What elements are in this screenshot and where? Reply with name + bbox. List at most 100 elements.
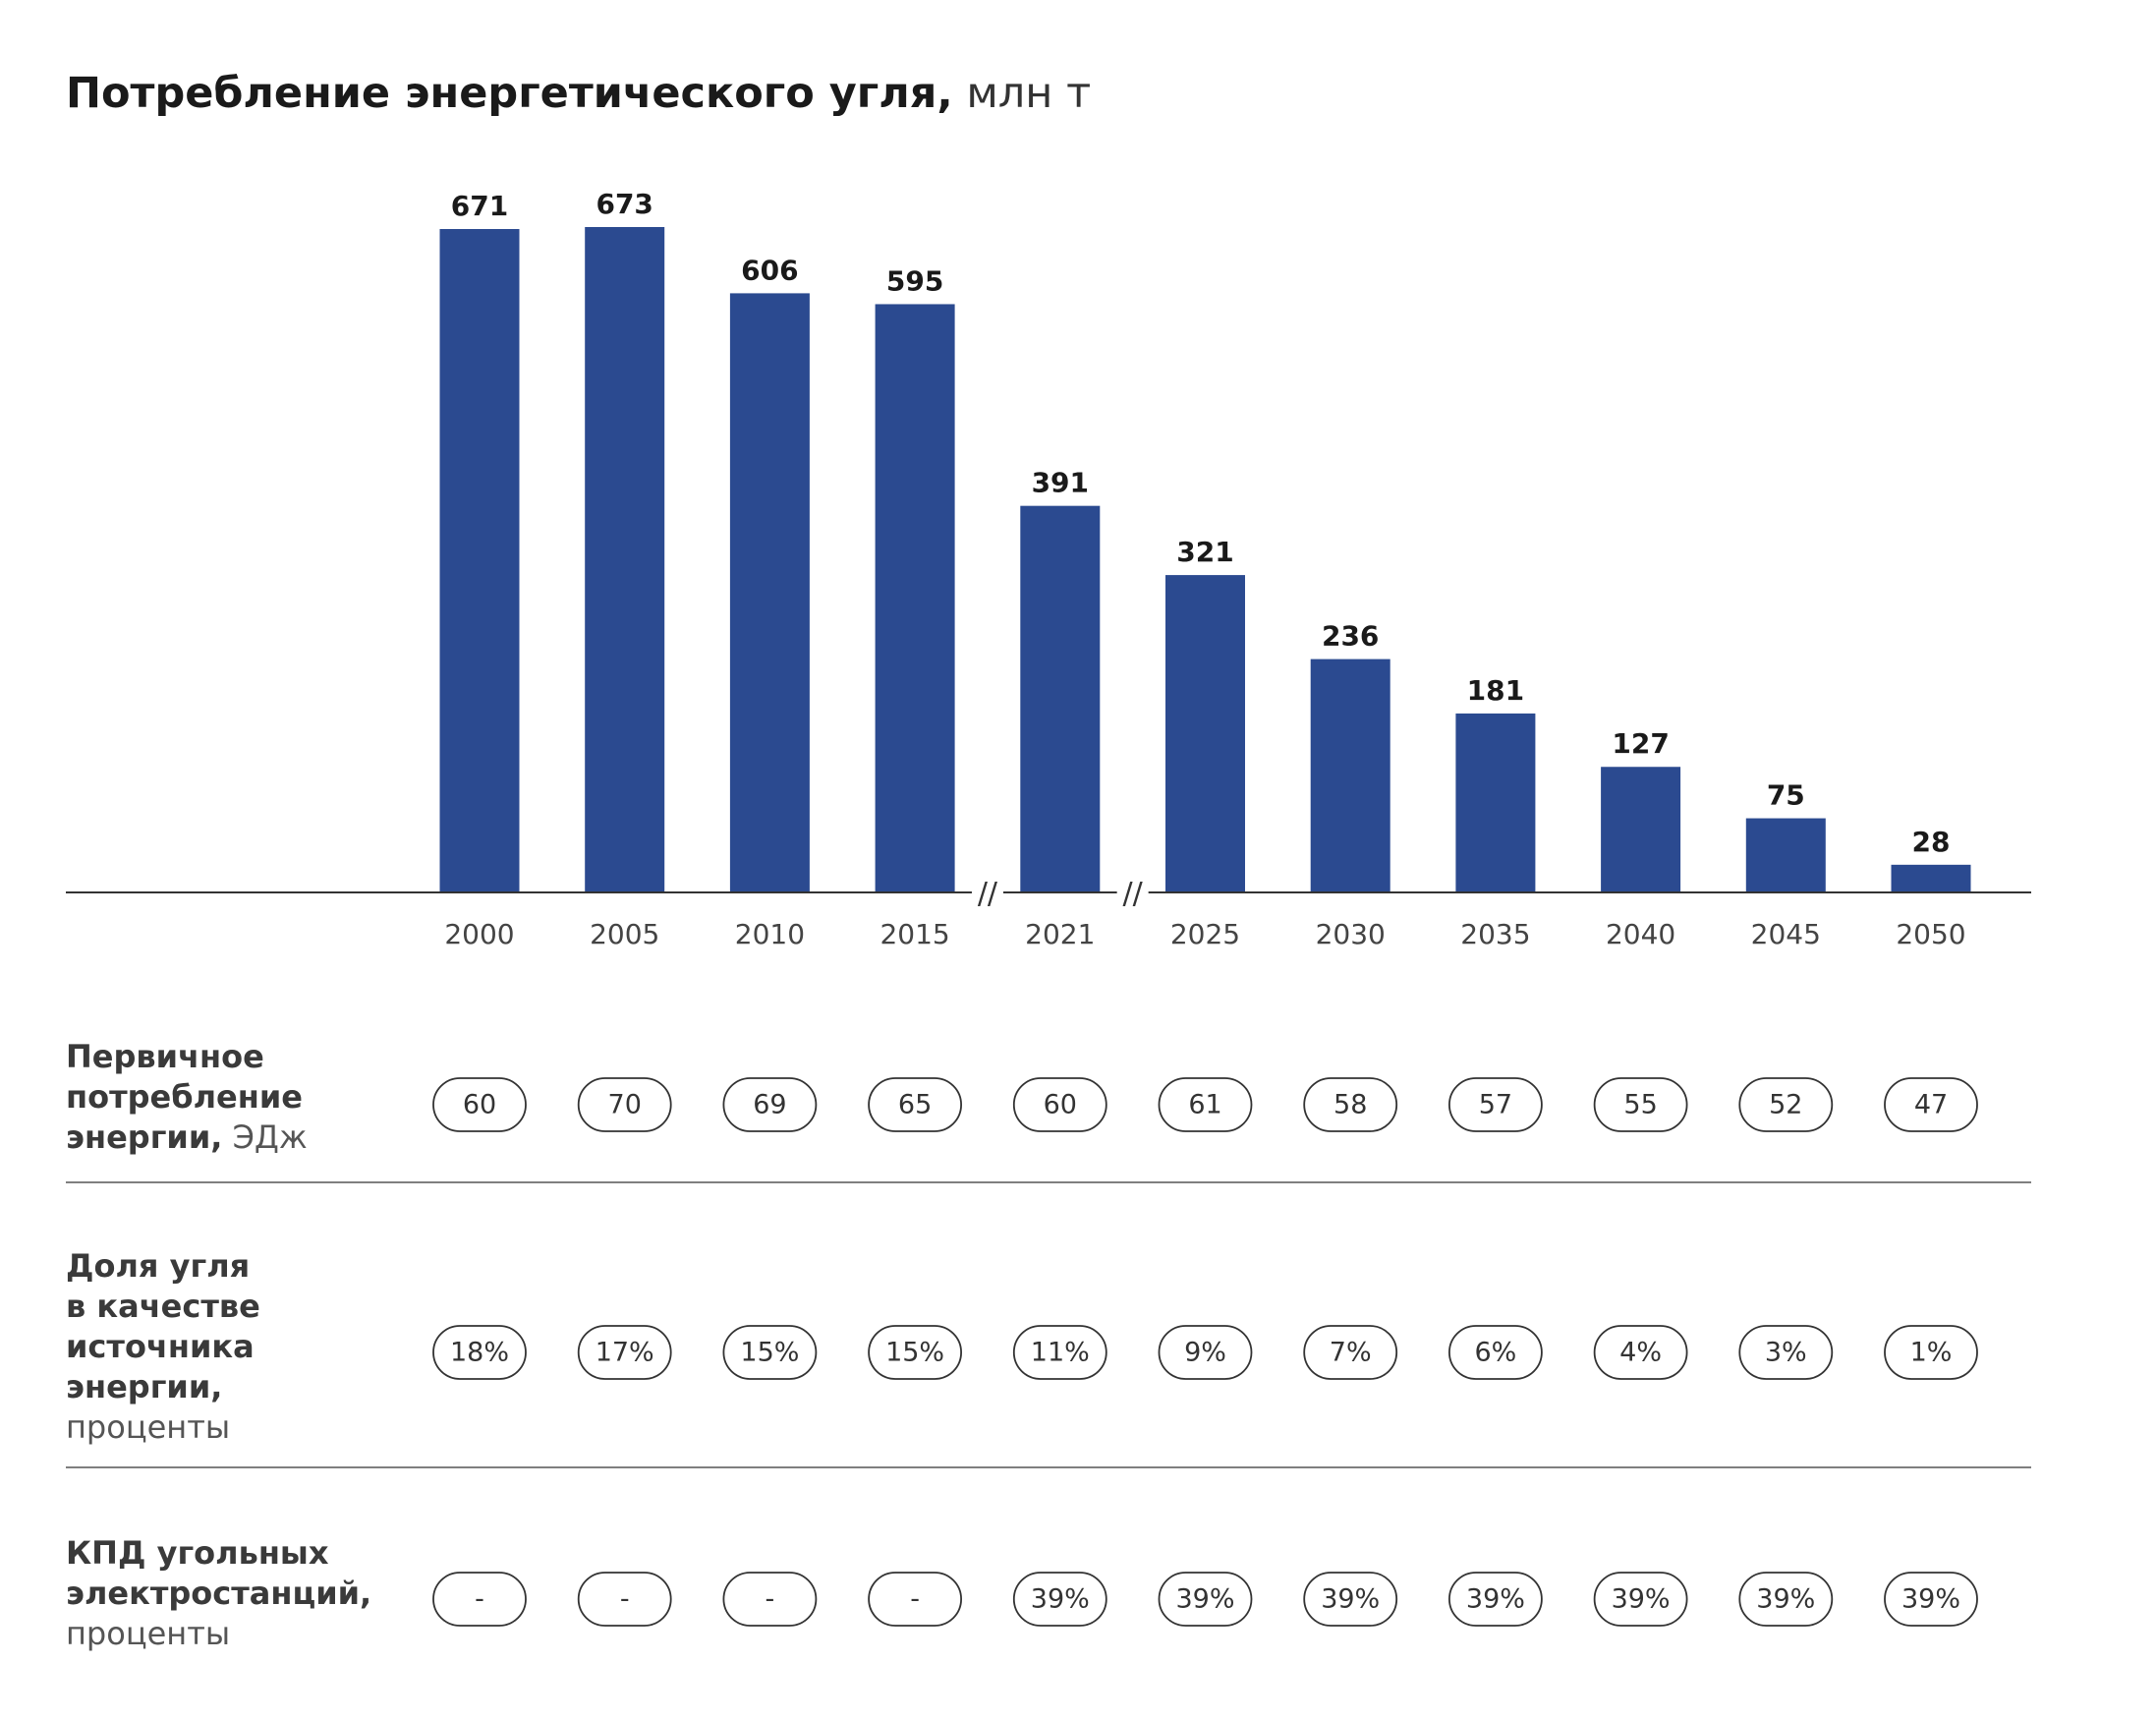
row-3-value-2035: 39% — [1466, 1584, 1525, 1615]
value-label-2035: 181 — [1467, 674, 1524, 707]
row-2-value-2021: 11% — [1031, 1338, 1090, 1368]
row-1-pill-2025 — [1158, 1077, 1253, 1132]
row-3-pill-2005 — [577, 1572, 672, 1627]
row-1-pill-2015 — [868, 1077, 962, 1132]
row-3-pill-2050 — [1884, 1572, 1978, 1627]
row-2-pill-2045 — [1738, 1325, 1834, 1380]
row-3-pill-2025 — [1158, 1572, 1253, 1627]
chart-title-main: Потребление энергетического угля, — [66, 69, 953, 118]
bar-2000 — [439, 229, 520, 892]
bar-2010 — [729, 293, 810, 893]
row-2-pill-2040 — [1593, 1325, 1688, 1380]
row-3-pill-2040 — [1593, 1572, 1688, 1627]
row-2-label-bold-2: в качестве — [66, 1288, 260, 1325]
row-1-value-2025: 61 — [1188, 1090, 1221, 1120]
x-tick-2015: 2015 — [879, 918, 949, 950]
row-2-value-2035: 6% — [1474, 1338, 1516, 1368]
axis-break-gap-2 — [1116, 887, 1149, 898]
row-3-pill-2030 — [1303, 1572, 1398, 1627]
row-1-pill-2045 — [1738, 1077, 1834, 1132]
chart-title-unit: млн т — [966, 69, 1092, 118]
value-label-2050: 28 — [1912, 826, 1951, 858]
value-label-2015: 595 — [886, 264, 943, 297]
bar-2025 — [1165, 575, 1245, 892]
row-1-value-2050: 47 — [1914, 1090, 1948, 1120]
row-1-value-2035: 57 — [1479, 1090, 1512, 1120]
row-2-pill-2005 — [577, 1325, 672, 1380]
row-3-pill-2035 — [1448, 1572, 1543, 1627]
axis-break-gap-1 — [971, 887, 1003, 898]
row-1-label-mixed-bold: энергии, — [66, 1118, 222, 1156]
x-tick-2005: 2005 — [590, 918, 659, 950]
row-1-value-2005: 70 — [608, 1090, 642, 1120]
value-label-2040: 127 — [1612, 727, 1669, 760]
row-2-value-2040: 4% — [1619, 1338, 1662, 1368]
row-1-value-2010: 69 — [753, 1090, 786, 1120]
row-2-value-2025: 9% — [1184, 1338, 1226, 1368]
row-1-label-bold-1: Первичное — [66, 1038, 264, 1075]
x-tick-2000: 2000 — [444, 918, 514, 950]
x-tick-2035: 2035 — [1460, 918, 1530, 950]
chart-title: Потребление энергетического угля, млн т — [66, 69, 1091, 118]
row-3-value-2050: 39% — [1901, 1584, 1960, 1615]
row-1-value-2000: 60 — [463, 1090, 496, 1120]
row-1-label-mixed-normal: ЭДж — [222, 1118, 307, 1156]
row-1-pill-2005 — [577, 1077, 672, 1132]
row-2-pill-2050 — [1884, 1325, 1978, 1380]
bar-2050 — [1891, 864, 1971, 892]
row-1-label-mixed: энергии, ЭДж — [66, 1118, 308, 1156]
row-3-value-2045: 39% — [1756, 1584, 1815, 1615]
row-2-pill-2015 — [868, 1325, 962, 1380]
row-3-label-bold-2: электростанций, — [66, 1575, 371, 1612]
value-label-2005: 673 — [596, 188, 652, 220]
row-1-pill-2010 — [722, 1077, 818, 1132]
bar-2021 — [1020, 505, 1101, 892]
bar-2040 — [1601, 767, 1681, 892]
row-2-pill-2021 — [1012, 1325, 1107, 1380]
row-1-value-2045: 52 — [1769, 1090, 1802, 1120]
row-2-value-2005: 17% — [596, 1338, 654, 1368]
row-3-value-2010: - — [766, 1584, 775, 1615]
x-tick-2050: 2050 — [1896, 918, 1965, 950]
row-1-pill-2030 — [1303, 1077, 1398, 1132]
bar-2045 — [1745, 818, 1826, 892]
row-2-pill-2010 — [722, 1325, 818, 1380]
row-2-label-bold-3: источника — [66, 1328, 255, 1365]
row-1-value-2030: 58 — [1333, 1090, 1367, 1120]
row-3-pill-2015 — [868, 1572, 962, 1627]
value-label-2045: 75 — [1767, 779, 1805, 812]
row-3-value-2005: - — [620, 1584, 630, 1615]
bar-2030 — [1310, 659, 1390, 892]
row-3-value-2030: 39% — [1321, 1584, 1380, 1615]
row-1-value-2040: 55 — [1623, 1090, 1657, 1120]
value-label-2021: 391 — [1032, 467, 1089, 499]
row-1-pill-2040 — [1593, 1077, 1688, 1132]
row-2-value-2050: 1% — [1910, 1338, 1953, 1368]
row-2-pill-2000 — [432, 1325, 527, 1380]
row-2-value-2010: 15% — [740, 1338, 799, 1368]
row-1-value-2015: 65 — [898, 1090, 932, 1120]
row-2-label-bold-1: Доля угля — [66, 1247, 250, 1285]
x-tick-2010: 2010 — [735, 918, 805, 950]
value-label-2000: 671 — [451, 190, 508, 222]
x-tick-2021: 2021 — [1025, 918, 1095, 950]
row-1-pill-2021 — [1012, 1077, 1107, 1132]
row-3-value-2000: - — [475, 1584, 484, 1615]
row-2-pill-2025 — [1158, 1325, 1253, 1380]
row-1-label-bold-2: потребление — [66, 1078, 303, 1116]
x-tick-2040: 2040 — [1606, 918, 1675, 950]
row-1-pill-2000 — [432, 1077, 527, 1132]
row-1-pill-2035 — [1448, 1077, 1543, 1132]
value-label-2010: 606 — [741, 254, 798, 286]
row-2-value-2015: 15% — [885, 1338, 944, 1368]
row-1-value-2021: 60 — [1044, 1090, 1077, 1120]
row-3-pill-2021 — [1012, 1572, 1107, 1627]
axis-break-1: // — [978, 877, 998, 911]
row-3-value-2025: 39% — [1175, 1584, 1234, 1615]
value-label-2025: 321 — [1176, 536, 1233, 568]
row-2-pill-2030 — [1303, 1325, 1398, 1380]
bar-2005 — [585, 227, 665, 892]
bar-2035 — [1455, 713, 1536, 892]
